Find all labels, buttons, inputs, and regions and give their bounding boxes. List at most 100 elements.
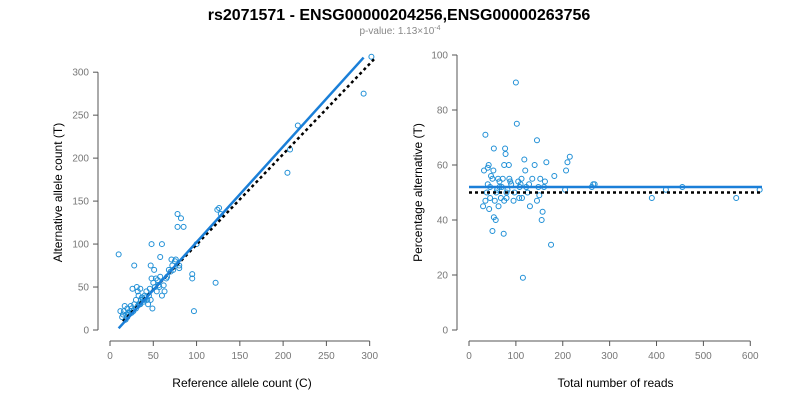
data-point — [158, 241, 165, 248]
data-point — [190, 308, 197, 315]
data-point — [536, 192, 543, 199]
x-tick-label: 0 — [466, 351, 472, 362]
data-point — [158, 292, 165, 299]
data-point — [518, 175, 525, 182]
data-point — [147, 296, 154, 303]
data-point — [214, 206, 221, 213]
data-point — [529, 175, 536, 182]
data-point — [157, 253, 164, 260]
y-tick-label: 80 — [437, 106, 449, 117]
data-point — [518, 195, 525, 201]
data-point — [564, 159, 571, 166]
data-point — [521, 156, 528, 163]
data-point — [153, 288, 160, 295]
y-tick-label: 250 — [72, 111, 89, 122]
right-scatter-panel: 0 100 200 300 400 500 600 0 20 40 60 80 100 Total num… — [411, 51, 763, 390]
y-tick-label: 20 — [437, 271, 449, 282]
data-point — [151, 266, 158, 273]
data-point — [123, 311, 130, 318]
data-point — [157, 273, 164, 280]
data-point — [133, 284, 140, 291]
data-point — [548, 241, 555, 248]
x-tick-label: 100 — [188, 351, 205, 362]
subtitle-exponent: -4 — [434, 25, 440, 32]
data-point — [148, 241, 155, 248]
data-point — [551, 173, 558, 179]
data-point — [507, 178, 514, 185]
subtitle-prefix: p-value: 1.13×10 — [359, 26, 434, 37]
data-point — [503, 195, 510, 201]
data-point — [360, 90, 367, 97]
data-point — [216, 204, 223, 211]
data-point — [115, 251, 122, 258]
y-tick-label: 150 — [72, 197, 89, 208]
data-point — [505, 162, 512, 168]
data-point — [127, 302, 134, 309]
data-point — [648, 195, 655, 201]
data-point — [487, 195, 494, 201]
data-point — [563, 167, 570, 174]
data-point — [149, 305, 156, 312]
data-point — [533, 197, 540, 204]
data-point — [533, 137, 540, 144]
data-point — [146, 285, 153, 292]
x-tick-label: 600 — [742, 351, 759, 362]
data-point — [177, 215, 184, 222]
data-point — [526, 203, 533, 210]
x-tick-label: 400 — [648, 351, 665, 362]
y-tick-label: 300 — [72, 68, 89, 79]
data-point — [147, 262, 154, 269]
data-point — [539, 208, 546, 215]
data-point — [495, 203, 502, 210]
data-point — [482, 197, 489, 204]
data-point — [368, 53, 375, 60]
data-point — [131, 262, 138, 269]
data-point — [500, 230, 507, 237]
data-point — [489, 228, 496, 234]
x-tick-label: 50 — [148, 351, 160, 362]
y-tick-label: 100 — [72, 240, 89, 251]
data-point — [294, 122, 301, 129]
data-point — [733, 195, 740, 201]
data-point — [497, 195, 504, 201]
x-tick-label: 200 — [554, 351, 571, 362]
data-point — [492, 217, 499, 223]
x-tick-label: 0 — [107, 351, 113, 362]
data-point — [160, 282, 167, 289]
data-point — [491, 197, 498, 204]
data-point — [485, 162, 492, 168]
data-point — [189, 271, 196, 278]
y-tick-label: 50 — [78, 283, 90, 294]
data-point — [482, 131, 489, 138]
data-point — [161, 288, 168, 295]
data-point — [489, 175, 496, 182]
data-point — [522, 167, 529, 174]
data-point — [516, 195, 523, 201]
x-tick-label: 250 — [318, 351, 335, 362]
data-point — [135, 292, 142, 299]
data-point — [174, 210, 181, 217]
data-point — [490, 167, 497, 174]
y-tick-label: 40 — [437, 216, 449, 227]
data-point — [176, 265, 183, 272]
data-point — [284, 169, 291, 176]
data-point — [512, 79, 519, 86]
x-axis-label: Reference allele count (C) — [172, 376, 311, 390]
x-axis-label: Total number of reads — [557, 376, 673, 390]
data-point — [499, 175, 506, 182]
chart-subtitle: p-value: 1.13×10-4 — [359, 25, 440, 37]
data-point — [484, 164, 491, 171]
data-point — [212, 279, 219, 286]
data-point — [506, 175, 513, 182]
data-point — [502, 151, 509, 157]
data-point — [189, 275, 196, 282]
data-point — [172, 256, 179, 263]
data-point — [543, 159, 550, 166]
y-tick-label: 0 — [83, 326, 89, 337]
x-tick-label: 300 — [601, 351, 618, 362]
data-point — [513, 120, 520, 127]
data-point — [537, 175, 544, 182]
data-point — [174, 223, 181, 230]
x-tick-label: 100 — [508, 351, 525, 362]
